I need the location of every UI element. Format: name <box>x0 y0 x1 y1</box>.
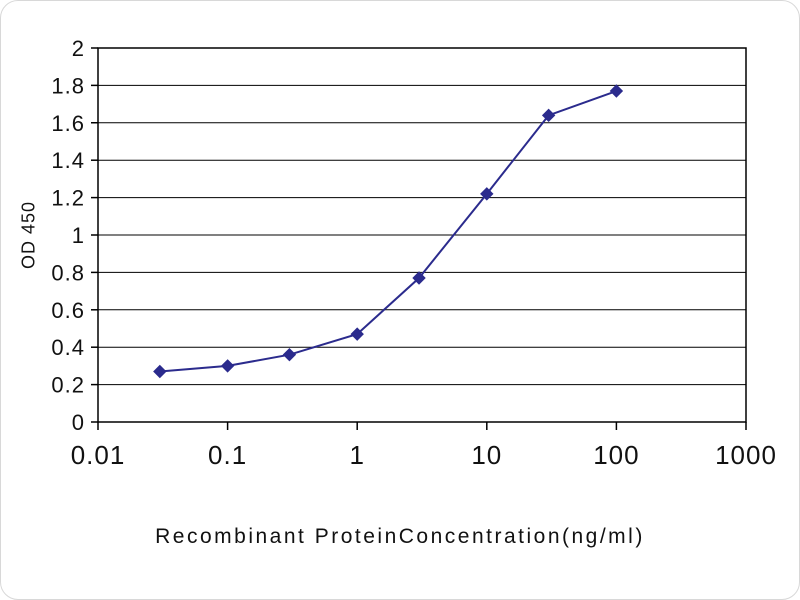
series-line <box>159 90 617 373</box>
data-point-marker <box>541 108 556 123</box>
data-point-marker <box>480 187 494 201</box>
y-tick-label: 0.2 <box>51 373 85 398</box>
x-tick-label: 0.01 <box>71 440 126 470</box>
y-tick-label: 0.6 <box>51 298 85 323</box>
x-axis-title: Recombinant ProteinConcentration(ng/ml) <box>155 525 645 548</box>
data-point-marker <box>153 364 167 379</box>
y-tick-label: 1.4 <box>51 148 85 173</box>
y-tick-label: 2 <box>72 36 85 61</box>
x-tick-label: 1000 <box>715 440 777 470</box>
y-tick-label: 0 <box>72 410 85 435</box>
y-tick-label: 1.6 <box>51 111 85 136</box>
x-tick-label: 10 <box>471 440 502 470</box>
y-tick-label: 1.8 <box>51 73 85 98</box>
data-point-marker <box>350 327 364 341</box>
x-tick-label: 0.1 <box>208 440 247 470</box>
data-point-marker <box>220 359 235 373</box>
y-tick-label: 0.8 <box>51 260 85 285</box>
data-point-marker <box>282 347 297 362</box>
x-tick-label: 1 <box>349 440 364 470</box>
data-point-marker <box>609 84 624 98</box>
data-point-marker <box>412 271 426 285</box>
y-axis-title: OD 450 <box>18 200 39 270</box>
y-tick-label: 1.2 <box>51 186 85 211</box>
y-tick-label: 1 <box>72 223 85 248</box>
y-tick-label: 0.4 <box>51 335 85 360</box>
x-tick-label: 100 <box>593 440 639 470</box>
